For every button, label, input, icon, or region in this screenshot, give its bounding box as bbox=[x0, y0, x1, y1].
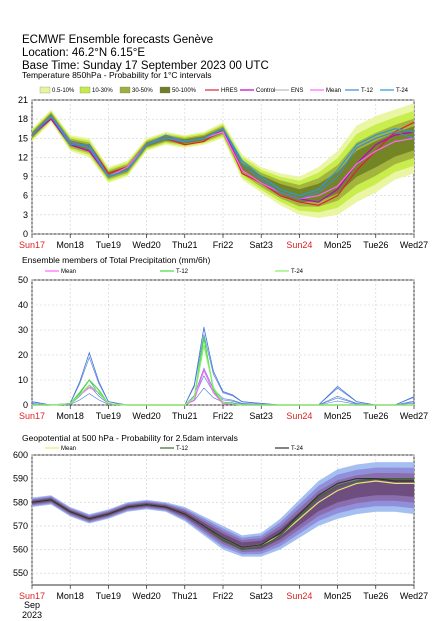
y-tick-label: 590 bbox=[13, 474, 28, 484]
y-tick-label: 6 bbox=[23, 191, 28, 201]
legend-band-swatch bbox=[39, 86, 51, 94]
series-line-t-24 bbox=[32, 344, 414, 406]
x-tick-label: Thu21 bbox=[172, 591, 198, 601]
y-tick-label: 580 bbox=[13, 497, 28, 507]
legend-label: T-12 bbox=[361, 88, 374, 94]
x-tick-label: Wed27 bbox=[400, 591, 428, 601]
legend-label: T-12 bbox=[176, 269, 189, 275]
legend-label: 50-100% bbox=[172, 88, 197, 94]
panel-title: Temperature 850hPa - Probability for 1°C… bbox=[22, 70, 212, 80]
x-tick-label: Fri22 bbox=[213, 591, 234, 601]
legend-label: Mean bbox=[61, 269, 76, 275]
x-tick-label: Tue26 bbox=[363, 411, 388, 421]
ensemble-member-line bbox=[31, 387, 415, 406]
x-tick-label: Thu21 bbox=[172, 240, 198, 250]
legend-label: 30-50% bbox=[132, 88, 153, 94]
legend-band-swatch bbox=[159, 86, 171, 94]
x-tick-label: Mon18 bbox=[56, 240, 84, 250]
legend-label: Control bbox=[256, 88, 275, 94]
x-tick-label: Tue26 bbox=[363, 240, 388, 250]
legend-label: Mean bbox=[61, 446, 76, 452]
x-tick-label: Tue26 bbox=[363, 591, 388, 601]
series-line-t-24 bbox=[31, 478, 414, 548]
y-tick-label: 0 bbox=[23, 229, 28, 239]
plot-frame bbox=[31, 279, 415, 406]
x-tick-label: Mon25 bbox=[324, 591, 352, 601]
y-tick-label: 18 bbox=[18, 114, 28, 124]
header-location: Location: 46.2°N 6.15°E bbox=[22, 47, 145, 59]
x-tick-label: Sun24 bbox=[286, 240, 312, 250]
x-tick-label: Wed20 bbox=[132, 591, 160, 601]
y-tick-label: 550 bbox=[13, 568, 28, 578]
legend-label: Mean bbox=[326, 88, 341, 94]
x-tick-label: Fri22 bbox=[213, 411, 234, 421]
probability-band bbox=[32, 462, 414, 557]
x-tick-label: Wed20 bbox=[132, 411, 160, 421]
x-tick-label: Mon18 bbox=[56, 411, 84, 421]
probability-band bbox=[32, 112, 414, 207]
legend-label: HRES bbox=[221, 88, 238, 94]
y-tick-label: 12 bbox=[18, 152, 28, 162]
legend-label: T-24 bbox=[396, 88, 409, 94]
probability-band bbox=[32, 467, 414, 555]
ensemble-member-line bbox=[31, 375, 415, 406]
month-label: Sep bbox=[24, 600, 40, 610]
y-tick-label: 30 bbox=[18, 325, 28, 335]
header-base-time: Base Time: Sunday 17 September 2023 00 U… bbox=[22, 60, 269, 72]
x-tick-label: Thu21 bbox=[172, 411, 198, 421]
x-tick-label: Tue19 bbox=[96, 240, 121, 250]
year-label: 2023 bbox=[22, 610, 42, 620]
probability-band bbox=[32, 473, 414, 552]
ensemble-member-line bbox=[31, 334, 415, 406]
y-tick-label: 0 bbox=[23, 400, 28, 410]
legend-label: ENS bbox=[291, 88, 303, 94]
x-tick-label: Mon18 bbox=[56, 591, 84, 601]
legend-label: T-24 bbox=[291, 446, 304, 452]
probability-band bbox=[32, 478, 414, 550]
legend-label: 10-30% bbox=[92, 88, 113, 94]
series-line-t-24 bbox=[31, 115, 415, 197]
y-tick-label: 3 bbox=[23, 210, 28, 220]
y-tick-label: 40 bbox=[18, 300, 28, 310]
x-tick-label: Wed27 bbox=[400, 411, 428, 421]
panel-title: Geopotential at 500 hPa - Probability fo… bbox=[22, 433, 238, 443]
x-tick-label: Wed20 bbox=[132, 240, 160, 250]
y-tick-label: 9 bbox=[23, 172, 28, 182]
x-tick-label: Sun17 bbox=[19, 591, 45, 601]
y-tick-label: 21 bbox=[18, 95, 28, 105]
y-tick-label: 560 bbox=[13, 545, 28, 555]
x-tick-label: Sun24 bbox=[286, 411, 312, 421]
x-tick-label: Sun17 bbox=[19, 411, 45, 421]
x-tick-label: Sun17 bbox=[19, 240, 45, 250]
x-tick-label: Mon25 bbox=[324, 411, 352, 421]
x-tick-label: Sat23 bbox=[249, 411, 273, 421]
x-tick-label: Wed27 bbox=[400, 240, 428, 250]
legend-label: 0.5-10% bbox=[52, 88, 75, 94]
x-tick-label: Sat23 bbox=[249, 591, 273, 601]
y-tick-label: 50 bbox=[18, 275, 28, 285]
x-tick-label: Mon25 bbox=[324, 240, 352, 250]
y-tick-label: 15 bbox=[18, 133, 28, 143]
geopotential-panel: Geopotential at 500 hPa - Probability fo… bbox=[13, 433, 428, 620]
temperature-panel: Temperature 850hPa - Probability for 1°C… bbox=[18, 70, 428, 250]
panel-title: Ensemble members of Total Precipitation … bbox=[22, 255, 211, 265]
y-tick-label: 570 bbox=[13, 521, 28, 531]
legend-band-swatch bbox=[119, 86, 131, 94]
x-tick-label: Tue19 bbox=[96, 591, 121, 601]
y-tick-label: 20 bbox=[18, 350, 28, 360]
header-title: ECMWF Ensemble forecasts Genève bbox=[22, 34, 213, 46]
ensemble-member-line bbox=[31, 326, 415, 406]
legend-label: T-24 bbox=[291, 269, 304, 275]
precipitation-panel: Ensemble members of Total Precipitation … bbox=[18, 255, 428, 421]
x-tick-label: Fri22 bbox=[213, 240, 234, 250]
y-tick-label: 600 bbox=[13, 450, 28, 460]
x-tick-label: Sun24 bbox=[286, 591, 312, 601]
x-tick-label: Tue19 bbox=[96, 411, 121, 421]
legend-label: T-12 bbox=[176, 446, 189, 452]
legend-band-swatch bbox=[79, 86, 91, 94]
x-tick-label: Sat23 bbox=[249, 240, 273, 250]
y-tick-label: 10 bbox=[18, 375, 28, 385]
